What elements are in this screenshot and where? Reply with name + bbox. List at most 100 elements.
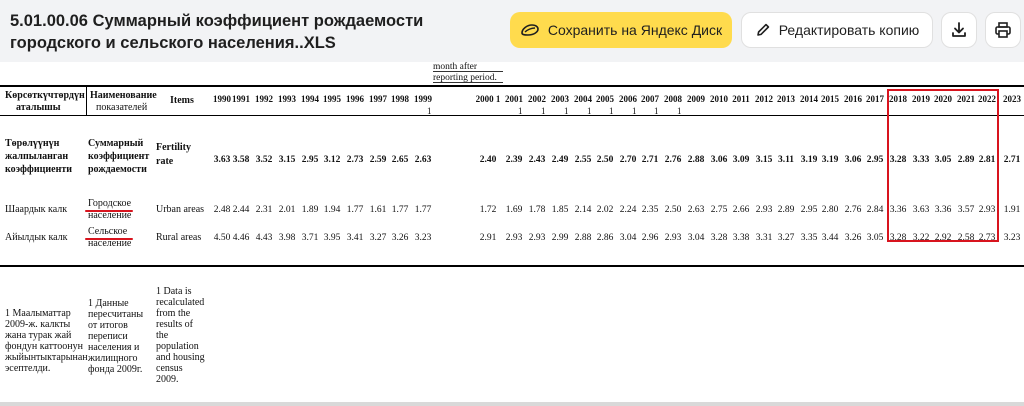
save-to-yandex-disk-button[interactable]: Сохранить на Яндекс Диск (510, 12, 732, 48)
row-label-en: Rural areas (156, 232, 202, 243)
table-cell: 2.95 (800, 205, 818, 215)
table-top-rule (0, 85, 1024, 87)
table-cell: 3.22 (912, 233, 930, 243)
year-header: 2023 (1003, 94, 1021, 104)
top-note-line-1: month after (433, 62, 478, 72)
row-label-en: Urban areas (156, 204, 205, 215)
table-cell: 2.63 (687, 205, 705, 215)
table-cell: 2.55 (574, 155, 592, 165)
row-label-kg: Айылдык калк (5, 232, 68, 243)
footnote-kg: фондун каттоонун (5, 341, 83, 352)
table-cell: 2.70 (619, 155, 637, 165)
table-cell: 2.73 (346, 155, 364, 165)
table-cell: 3.95 (323, 233, 341, 243)
footnote-kg: жана турак жай (5, 330, 72, 341)
year-footnote-mark: 1 (541, 106, 546, 116)
table-cell: 3.05 (934, 155, 952, 165)
footnote-ru: 1 Данные (88, 298, 129, 309)
year-header: 2005 (596, 94, 614, 104)
row-label-ru: население (88, 210, 132, 221)
table-cell: 3.35 (800, 233, 818, 243)
header-ru-line-1: Наименование (90, 90, 157, 101)
table-cell: 2.75 (710, 205, 728, 215)
year-footnote-mark: 1 (609, 106, 614, 116)
document-title: 5.01.00.06 Суммарный коэффициент рождаем… (10, 12, 424, 52)
table-cell: 1.89 (301, 205, 319, 215)
year-footnote-mark: 1 (427, 106, 432, 116)
underline-urban (85, 210, 133, 212)
table-cell: 3.58 (232, 155, 250, 165)
table-cell: 1.91 (1003, 205, 1021, 215)
table-cell: 3.12 (323, 155, 341, 165)
top-note-underline-2 (433, 82, 503, 83)
table-cell: 2.93 (664, 233, 682, 243)
table-cell: 3.52 (255, 155, 273, 165)
year-header: 2015 (821, 94, 839, 104)
table-cell: 2.96 (641, 233, 659, 243)
table-cell: 1.85 (551, 205, 569, 215)
table-cell: 2.14 (574, 205, 592, 215)
highlight-box-2018-2022 (887, 89, 999, 242)
year-header: 2012 (755, 94, 773, 104)
print-button[interactable] (985, 12, 1021, 48)
table-cell: 2.58 (957, 233, 975, 243)
year-header: 2011 (732, 94, 750, 104)
table-header-rule (0, 115, 1024, 116)
table-cell: 3.05 (866, 233, 884, 243)
table-cell: 2.93 (978, 205, 996, 215)
header-kg-line-2: аталышы (16, 102, 61, 113)
table-cell: 3.38 (732, 233, 750, 243)
table-cell: 3.31 (755, 233, 773, 243)
table-cell: 2.88 (574, 233, 592, 243)
table-cell: 1.94 (323, 205, 341, 215)
footnote-kg: 2009-ж. калкты (5, 319, 71, 330)
table-cell: 1.77 (414, 205, 432, 215)
table-cell: 3.27 (369, 233, 387, 243)
footnote-ru: пересчитаны (88, 309, 144, 320)
table-cell: 3.71 (301, 233, 319, 243)
edit-copy-button[interactable]: Редактировать копию (741, 12, 933, 48)
year-footnote-mark: 1 (632, 106, 637, 116)
table-bottom-rule (0, 265, 1024, 267)
footnote-en: census (156, 363, 183, 374)
footnote-en: results of (156, 319, 193, 330)
year-header: 1998 (391, 94, 409, 104)
year-header: 2009 (687, 94, 705, 104)
year-header: 2018 (889, 94, 907, 104)
year-header: 2014 (800, 94, 818, 104)
table-cell: 2.24 (619, 205, 637, 215)
year-header: 1994 (301, 94, 319, 104)
table-cell: 3.15 (278, 155, 296, 165)
table-cell: 2.43 (528, 155, 546, 165)
table-cell: 2.35 (641, 205, 659, 215)
table-cell: 2.63 (414, 155, 432, 165)
edit-button-label: Редактировать копию (778, 22, 920, 38)
yandex-disk-icon (520, 22, 540, 38)
download-button[interactable] (941, 12, 977, 48)
table-cell: 2.31 (255, 205, 273, 215)
year-footnote-mark: 1 (654, 106, 659, 116)
table-cell: 3.28 (889, 155, 907, 165)
table-cell: 2.76 (844, 205, 862, 215)
table-cell: 3.57 (957, 205, 975, 215)
table-cell: 2.01 (278, 205, 296, 215)
row-label-en: rate (156, 156, 174, 167)
spreadsheet-preview: month after reporting period. Көрсөткүчт… (0, 62, 1024, 402)
table-cell: 2.71 (641, 155, 659, 165)
row-label-kg: Шаардык калк (5, 204, 68, 215)
table-cell: 2.95 (301, 155, 319, 165)
table-cell: 2.71 (1003, 155, 1021, 165)
year-header: 1995 (323, 94, 341, 104)
table-cell: 3.04 (687, 233, 705, 243)
footnote-kg: эсептелди. (5, 363, 51, 374)
table-cell: 3.26 (391, 233, 409, 243)
header-ru-line-2: показателей (96, 102, 148, 113)
table-cell: 3.06 (710, 155, 728, 165)
table-cell: 3.33 (912, 155, 930, 165)
table-cell: 3.63 (912, 205, 930, 215)
table-cell: 3.04 (619, 233, 637, 243)
viewer-header: 5.01.00.06 Суммарный коэффициент рождаем… (0, 0, 1024, 62)
table-cell: 2.50 (664, 205, 682, 215)
bottom-scrollbar[interactable] (0, 402, 1024, 406)
table-cell: 2.73 (978, 233, 996, 243)
